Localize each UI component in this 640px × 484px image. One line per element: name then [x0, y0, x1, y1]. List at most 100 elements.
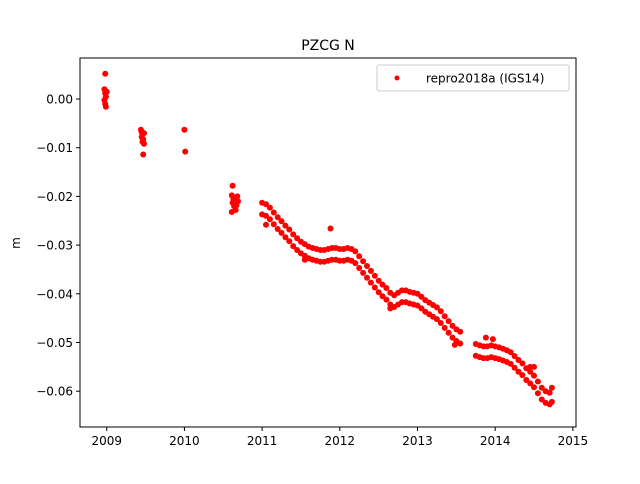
data-point: [418, 293, 425, 300]
data-point: [523, 377, 530, 383]
x-tick-label: 2012: [325, 434, 356, 448]
data-point: [286, 226, 293, 233]
y-tick-label: −0.02: [36, 190, 73, 204]
x-tick-label: 2009: [91, 434, 122, 448]
data-point: [360, 269, 367, 276]
data-point: [531, 384, 537, 391]
data-point: [282, 234, 289, 241]
data-point: [141, 140, 147, 147]
y-axis-label: m: [9, 237, 23, 249]
data-point: [375, 277, 382, 284]
data-point: [379, 281, 386, 288]
data-point: [531, 363, 537, 370]
data-point: [548, 398, 555, 405]
data-point: [266, 204, 273, 211]
data-point: [360, 258, 367, 265]
data-point: [286, 238, 293, 245]
y-tick-label: −0.04: [36, 287, 73, 301]
data-point: [290, 243, 297, 250]
data-point: [534, 390, 541, 397]
data-point: [367, 279, 374, 286]
data-point: [282, 222, 289, 229]
data-point: [270, 209, 277, 216]
data-point: [437, 320, 444, 326]
data-point: [538, 396, 545, 403]
data-point: [489, 336, 496, 343]
data-point: [234, 193, 241, 200]
data-point: [352, 260, 359, 267]
data-point: [371, 284, 378, 291]
data-point: [449, 334, 456, 341]
data-point: [511, 364, 518, 371]
data-point: [278, 218, 285, 225]
y-tick-label: −0.05: [36, 336, 73, 350]
data-point: [102, 103, 109, 110]
data-point: [457, 340, 464, 347]
data-point: [531, 372, 537, 379]
data-points: [101, 70, 555, 408]
data-point: [141, 130, 147, 137]
data-point: [364, 263, 370, 269]
data-point: [263, 221, 269, 228]
data-point: [182, 148, 189, 155]
data-point: [356, 253, 363, 260]
data-point: [102, 70, 109, 77]
data-point: [375, 289, 382, 296]
data-point: [263, 201, 269, 208]
x-tick-label: 2015: [558, 434, 589, 448]
x-tick-label: 2011: [247, 434, 278, 448]
data-point: [270, 221, 277, 228]
data-point: [387, 305, 394, 312]
x-tick-label: 2013: [402, 434, 433, 448]
data-point: [181, 126, 188, 133]
data-point: [449, 322, 456, 329]
data-point: [379, 293, 386, 300]
data-point: [437, 308, 444, 315]
y-tick-label: 0.00: [46, 93, 73, 107]
data-point: [103, 88, 110, 95]
data-point: [482, 334, 489, 341]
data-point: [445, 318, 452, 325]
data-point: [546, 389, 553, 396]
data-point: [527, 368, 534, 375]
data-point: [263, 212, 269, 219]
x-axis: 2009 2010 2011 2012 2013 2014 2015: [91, 427, 588, 448]
data-point: [519, 372, 526, 379]
data-point: [527, 380, 534, 387]
data-point: [457, 328, 464, 335]
legend-marker: [394, 75, 400, 81]
chart-title: PZCG N: [301, 38, 355, 54]
data-point: [274, 226, 281, 232]
data-point: [383, 296, 390, 303]
data-point: [451, 341, 458, 348]
data-point: [507, 349, 514, 356]
y-tick-label: −0.06: [36, 385, 73, 399]
data-point: [140, 151, 147, 158]
data-point: [538, 384, 545, 391]
data-point: [278, 229, 285, 236]
data-point: [519, 360, 526, 367]
data-point: [383, 285, 390, 291]
legend-label: repro2018a (IGS14): [426, 72, 544, 86]
data-point: [433, 316, 440, 323]
x-tick-label: 2010: [169, 434, 200, 448]
data-point: [511, 353, 518, 360]
y-tick-label: −0.01: [36, 141, 73, 155]
y-axis: 0.00 −0.01 −0.02 −0.03 −0.04 −0.05 −0.06: [36, 93, 80, 399]
y-tick-label: −0.03: [36, 239, 73, 253]
data-point: [266, 216, 273, 223]
data-point: [290, 231, 297, 238]
data-point: [294, 235, 301, 242]
data-point: [356, 265, 363, 271]
x-tick-label: 2014: [480, 434, 511, 448]
data-point: [274, 214, 281, 221]
data-point: [301, 256, 308, 263]
data-point: [433, 304, 440, 311]
data-point: [441, 324, 448, 331]
data-point: [352, 248, 359, 255]
data-point: [445, 329, 452, 336]
data-point: [418, 305, 425, 312]
data-point: [294, 247, 301, 253]
legend-box: [376, 64, 570, 92]
